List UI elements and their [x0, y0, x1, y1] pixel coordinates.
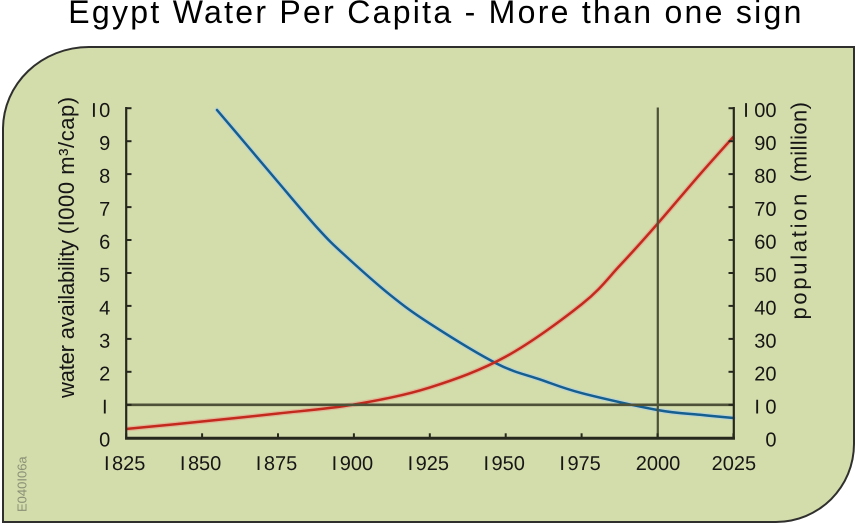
svg-text:20: 20 [754, 363, 776, 385]
svg-text:2000: 2000 [636, 453, 681, 475]
svg-text:I0: I0 [91, 100, 110, 122]
svg-text:5: 5 [99, 265, 110, 287]
svg-text:E040I06a: E040I06a [14, 456, 29, 512]
svg-text:population (million): population (million) [787, 102, 812, 320]
svg-text:I: I [102, 396, 108, 418]
svg-text:50: 50 [754, 265, 776, 287]
svg-text:40: 40 [754, 298, 776, 320]
svg-text:6: 6 [99, 232, 110, 254]
svg-text:water availability (I000 m³/ca: water availability (I000 m³/cap) [54, 96, 79, 399]
svg-text:8: 8 [99, 166, 110, 188]
svg-text:3: 3 [99, 331, 110, 353]
svg-text:2: 2 [99, 363, 110, 385]
svg-text:0: 0 [99, 429, 110, 451]
svg-text:I00: I 00 [743, 100, 776, 122]
svg-text:2025: 2025 [712, 453, 757, 475]
svg-text:4: 4 [99, 298, 110, 320]
svg-text:90: 90 [754, 133, 776, 155]
svg-text:I0: I0 [754, 396, 776, 418]
svg-text:0: 0 [765, 429, 776, 451]
svg-text:70: 70 [754, 199, 776, 221]
svg-text:7: 7 [99, 199, 110, 221]
svg-text:30: 30 [754, 331, 776, 353]
svg-text:9: 9 [99, 133, 110, 155]
svg-text:60: 60 [754, 232, 776, 254]
svg-text:80: 80 [754, 166, 776, 188]
